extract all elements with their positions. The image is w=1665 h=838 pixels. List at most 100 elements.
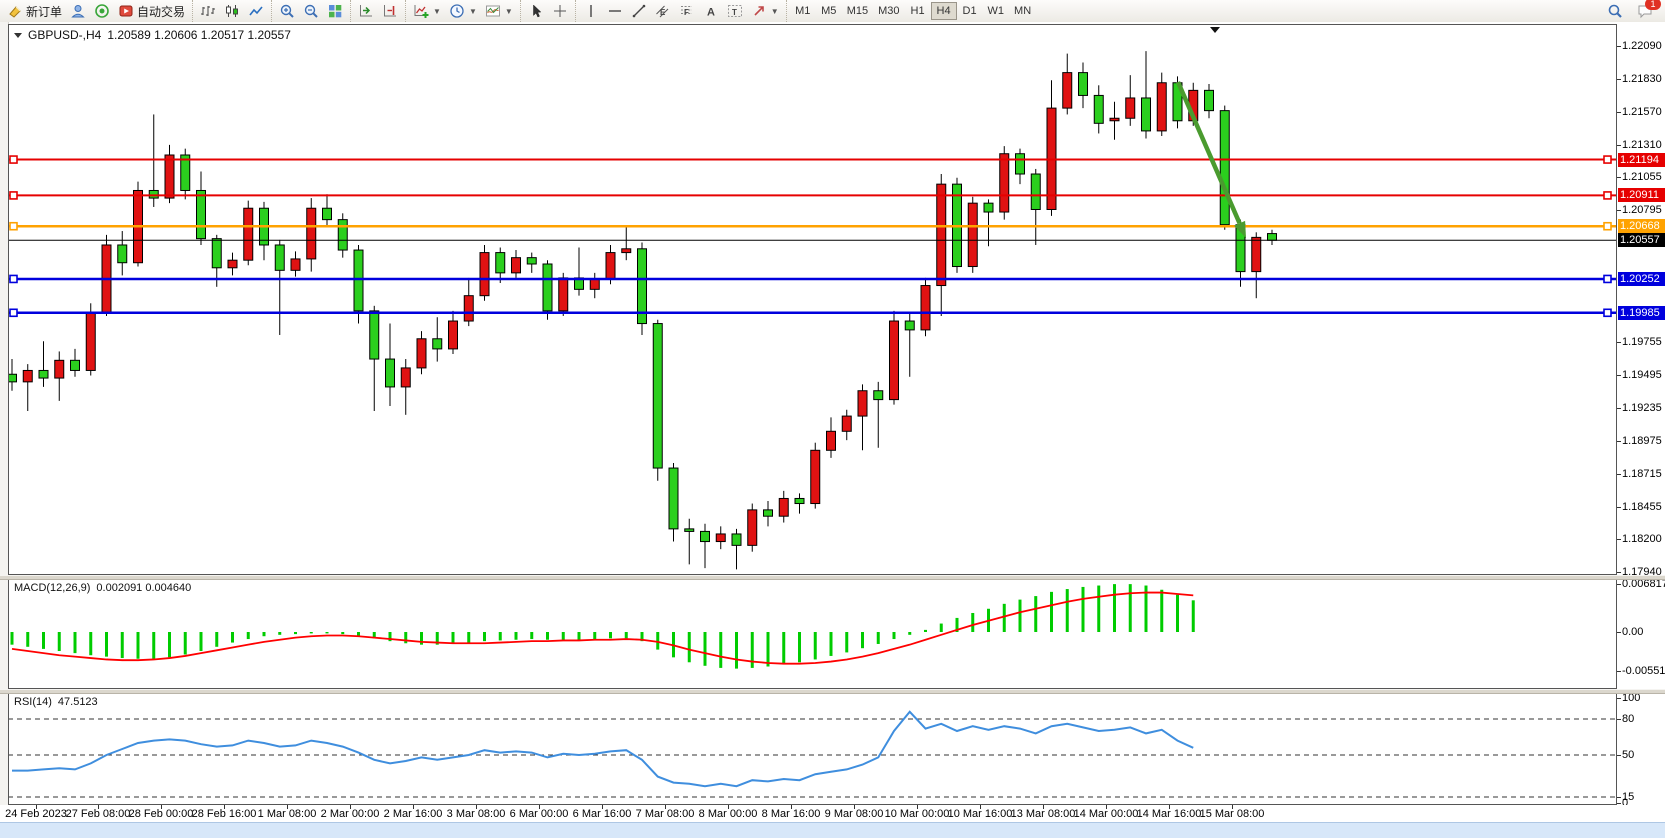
candle-body: [920, 285, 931, 331]
macd-bar: [1050, 591, 1053, 632]
toolbar-indicators-button[interactable]: ▼: [409, 1, 445, 21]
toolbar-arrows-button[interactable]: ▼: [747, 1, 783, 21]
level-handle[interactable]: [1603, 308, 1612, 318]
level-handle[interactable]: [1603, 155, 1612, 164]
axis-tick: [1617, 210, 1621, 212]
toolbar-line-chart-button[interactable]: [244, 1, 268, 21]
toolbar-candles-chart-button[interactable]: [220, 1, 244, 21]
level-handle[interactable]: [1603, 191, 1612, 200]
text-label-icon: T: [727, 5, 742, 17]
price-tick-label: 1.19755: [1622, 335, 1662, 348]
macd-bar: [798, 632, 801, 663]
toolbar-trendline-button[interactable]: [627, 1, 651, 21]
macd-bar: [1018, 599, 1022, 632]
timeframe-H4-button[interactable]: H4: [930, 2, 957, 20]
price-badge-1.21194: 1.21194: [1618, 152, 1665, 167]
toolbar-text-label-button[interactable]: T: [723, 1, 747, 21]
one-click-trading-toggle-icon[interactable]: [14, 32, 22, 38]
candle-body: [369, 310, 380, 360]
level-handle[interactable]: [9, 221, 18, 231]
toolbar-search-button[interactable]: [1603, 1, 1627, 21]
level-handle[interactable]: [9, 155, 18, 164]
macd-bar: [908, 632, 912, 635]
toolbar-vertical-line-button[interactable]: [579, 1, 603, 21]
panel-separator[interactable]: [0, 689, 1665, 694]
time-axis[interactable]: 24 Feb 2023 27 Feb 08:00 28 Feb 00:00 28 Fe…: [0, 805, 1665, 822]
down-arrow-annotation[interactable]: [1175, 81, 1246, 238]
timeframe-D1-button[interactable]: D1: [957, 2, 983, 20]
chevron-down-icon[interactable]: ▼: [770, 6, 779, 16]
level-handle[interactable]: [9, 308, 18, 318]
toolbar-chart-shift-button[interactable]: [378, 1, 402, 21]
time-axis-tick: [98, 805, 99, 809]
macd-bar: [215, 632, 219, 647]
toolbar-chart-window-button[interactable]: [66, 1, 90, 21]
text-icon: A: [707, 7, 715, 19]
timeframe-W1-button[interactable]: W1: [983, 2, 1010, 20]
chart-shift-marker-icon[interactable]: [1210, 27, 1220, 33]
macd-bar: [1191, 600, 1195, 632]
rsi-panel-canvas[interactable]: [8, 692, 1617, 805]
chevron-down-icon[interactable]: ▼: [468, 6, 477, 16]
toolbar-autotrading-button[interactable]: 自动交易: [114, 1, 189, 21]
candle-body: [1219, 110, 1230, 226]
candle-body: [400, 367, 411, 388]
toolbar-chat-button[interactable]: 1: [1633, 0, 1661, 21]
toolbar-fibonacci-button[interactable]: F: [675, 1, 699, 21]
svg-text:F: F: [684, 8, 689, 17]
candle-body: [227, 259, 238, 269]
timeframe-H1-button[interactable]: H1: [905, 2, 931, 20]
axis-tick: [1617, 440, 1621, 442]
macd-bar: [593, 632, 597, 640]
candle-body: [463, 295, 474, 322]
chevron-down-icon[interactable]: ▼: [433, 6, 441, 16]
candle-body: [495, 252, 506, 274]
toolbar-tile-windows-button[interactable]: [323, 1, 347, 21]
time-axis-label: 3 Mar 08:00: [446, 808, 506, 820]
toolbar-zoom-in-button[interactable]: [275, 1, 299, 21]
macd-panel-canvas[interactable]: [8, 578, 1617, 689]
main-chart-canvas[interactable]: [8, 24, 1617, 575]
candle-body: [589, 278, 600, 290]
toolbar-crosshair-button[interactable]: [548, 1, 572, 21]
candle-body: [54, 359, 65, 379]
toolbar-channel-button[interactable]: E: [651, 1, 675, 21]
toolbar-cursor-button[interactable]: [524, 1, 548, 21]
time-axis-label: 8 Mar 16:00: [761, 808, 821, 820]
toolbar-sonar-button[interactable]: [90, 1, 114, 21]
toolbar-bars-chart-button[interactable]: [196, 1, 220, 21]
toolbar-auto-scroll-button[interactable]: [354, 1, 378, 21]
level-handle[interactable]: [1603, 274, 1612, 284]
candle-body: [38, 369, 49, 379]
time-axis-label: 28 Feb 00:00: [128, 808, 194, 820]
timeframe-M5-button[interactable]: M5: [816, 2, 842, 20]
candle-body: [22, 369, 33, 383]
timeframe-group: M1 M5 M15 M30 H1 H4 D1 W1 MN: [785, 0, 1039, 22]
toolbar-text-button[interactable]: A: [699, 1, 723, 21]
panel-separator[interactable]: [0, 575, 1665, 580]
macd-bar: [199, 632, 203, 652]
terminal-panel-edge: [0, 822, 1665, 838]
timeframe-M15-button[interactable]: M15: [842, 2, 873, 20]
level-handle[interactable]: [1603, 221, 1612, 231]
toolbar-horizontal-line-button[interactable]: [603, 1, 627, 21]
macd-bar: [546, 632, 549, 640]
svg-text:A: A: [707, 7, 715, 19]
macd-bar: [656, 632, 660, 650]
toolbar-templates-button[interactable]: ▼: [481, 1, 517, 21]
timeframe-M1-button[interactable]: M1: [790, 2, 816, 20]
chevron-down-icon[interactable]: ▼: [504, 6, 513, 16]
macd-bar: [42, 632, 45, 649]
time-axis-tick: [36, 805, 37, 809]
level-handle[interactable]: [9, 274, 18, 284]
macd-bar: [183, 632, 187, 655]
toolbar-zoom-out-button[interactable]: [299, 1, 323, 21]
timeframe-MN-button[interactable]: MN: [1009, 2, 1036, 20]
level-handle[interactable]: [9, 191, 18, 200]
candle-body: [967, 202, 978, 268]
toolbar-periods-button[interactable]: ▼: [445, 1, 481, 21]
price-axis[interactable]: 1.22090 1.21830 1.21570 1.21310 1.21055 1.207…: [1617, 22, 1665, 822]
macd-bar: [813, 632, 817, 660]
timeframe-M30-button[interactable]: M30: [873, 2, 904, 20]
toolbar-new-order-button[interactable]: 新订单: [3, 1, 66, 21]
